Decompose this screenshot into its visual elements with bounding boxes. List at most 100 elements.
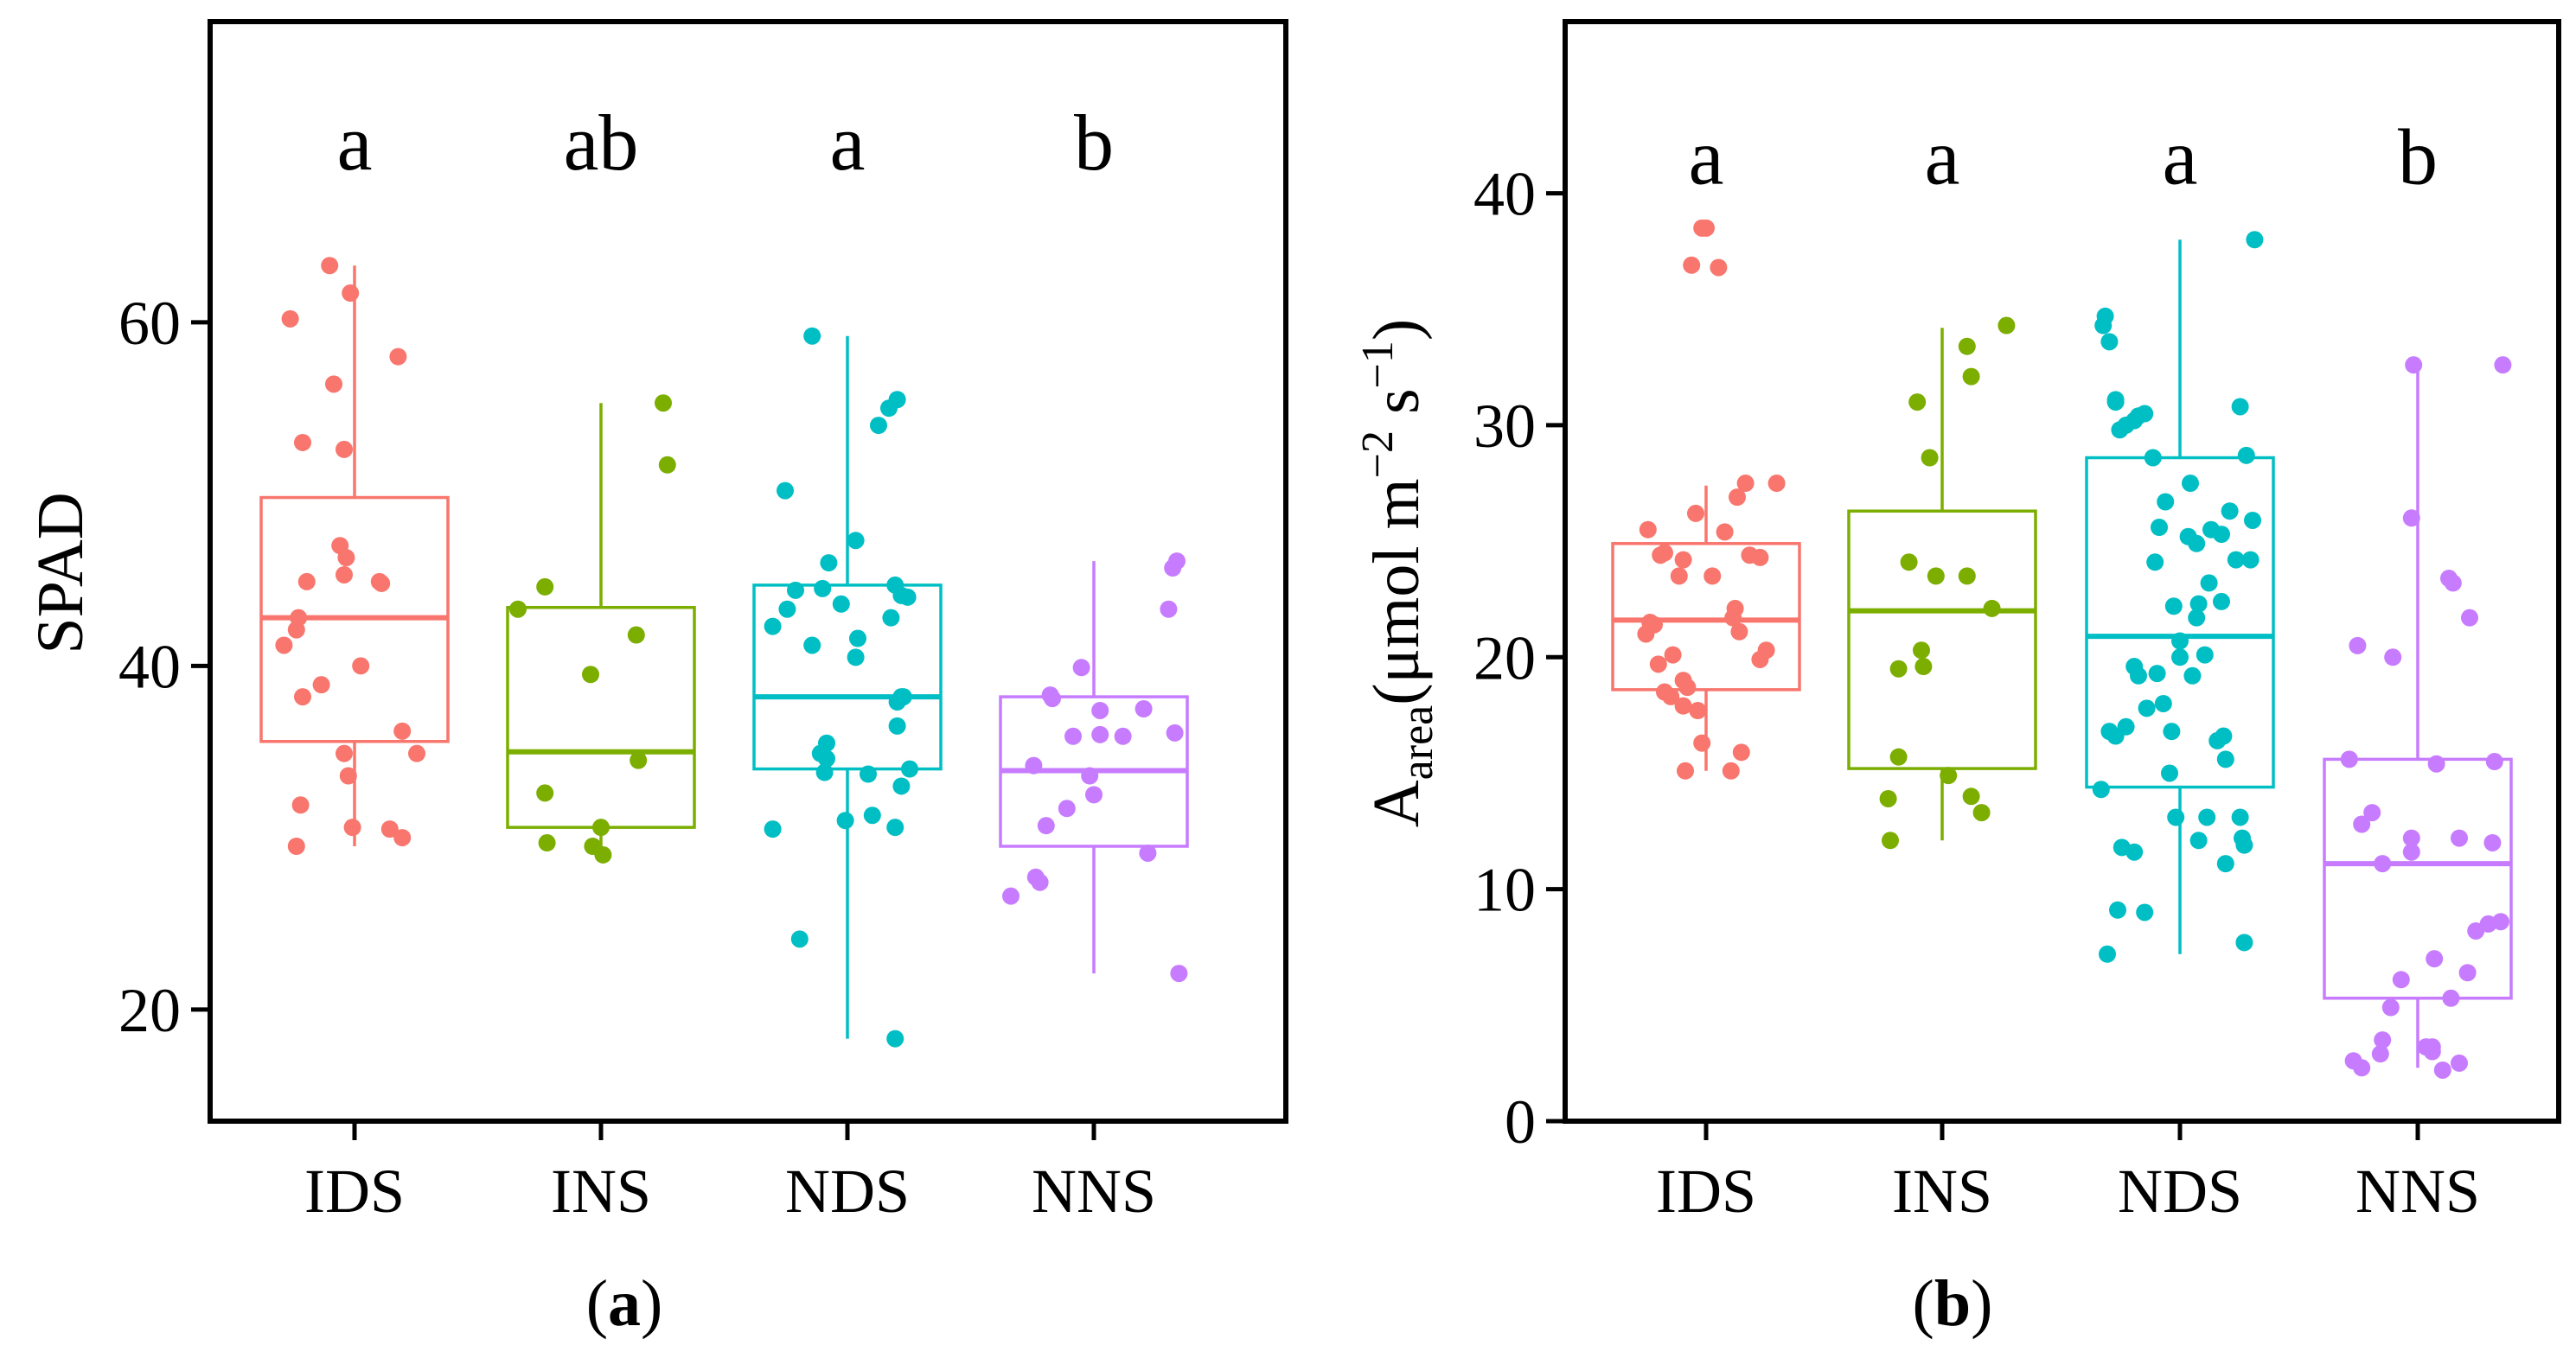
data-point [1639, 520, 1657, 539]
significance-letter: a [830, 99, 866, 187]
data-point [538, 834, 556, 852]
data-point [290, 609, 308, 627]
data-point [2402, 509, 2420, 527]
data-point [803, 327, 821, 345]
data-point [294, 433, 311, 451]
data-point [790, 930, 809, 948]
data-point [291, 796, 310, 814]
data-point [2130, 666, 2147, 685]
data-point [1693, 734, 1711, 752]
data-point [2442, 989, 2460, 1007]
data-point [820, 554, 838, 572]
data-point [1697, 219, 1715, 237]
significance-letter: a [337, 99, 373, 187]
points-ins [1879, 316, 2016, 850]
data-point [1649, 655, 1667, 673]
y-tick-label: 60 [118, 289, 181, 358]
y-tick-label: 0 [1505, 1087, 1536, 1157]
data-point [901, 760, 918, 778]
iqr-box [2323, 757, 2513, 1000]
data-point [408, 744, 425, 762]
data-point [787, 581, 804, 599]
data-point [2241, 551, 2260, 569]
data-point [888, 717, 906, 735]
significance-letter: a [1925, 113, 1960, 201]
data-point [658, 456, 676, 474]
data-point [2188, 609, 2206, 627]
data-point [1026, 868, 1045, 886]
data-point [2216, 750, 2234, 768]
data-point [2136, 405, 2154, 423]
plot-a-y-axis-title: SPAD [24, 492, 97, 653]
data-point [389, 347, 407, 366]
data-point [339, 767, 357, 785]
data-point [1958, 567, 1976, 585]
plot-b-y-axis: 0 10 20 30 40 [1473, 160, 1565, 1157]
plot-a-significance-letters: a ab a b [337, 99, 1114, 187]
data-point [2246, 231, 2264, 249]
x-tick-label-nns: NNS [2355, 1157, 2480, 1226]
data-point [1064, 727, 1082, 745]
data-point [2213, 526, 2230, 544]
data-point [2353, 815, 2371, 833]
data-point [2494, 356, 2512, 374]
data-point [2444, 574, 2462, 592]
data-point [1091, 725, 1109, 743]
data-point [627, 626, 645, 644]
data-point [1767, 475, 1786, 493]
data-point [1072, 659, 1090, 677]
data-point [1958, 337, 1976, 355]
data-point [1689, 702, 1707, 720]
data-point [764, 820, 782, 838]
data-point [294, 688, 311, 706]
data-point [836, 812, 854, 830]
data-point [2189, 832, 2208, 850]
data-point [1025, 756, 1043, 775]
data-point [342, 284, 360, 303]
data-point [2117, 416, 2135, 434]
points-nds [2092, 231, 2264, 963]
iqr-box [1611, 542, 1801, 692]
data-point [297, 572, 316, 590]
data-point [1139, 844, 1157, 862]
data-point [847, 648, 865, 666]
data-point [1962, 787, 1980, 806]
data-point [2244, 511, 2261, 529]
data-point [2213, 592, 2230, 610]
data-point [2154, 694, 2172, 712]
iqr-box [2085, 456, 2275, 789]
data-point [814, 579, 832, 597]
data-point [2144, 449, 2162, 467]
data-point [1983, 599, 2001, 617]
data-point [1736, 475, 1755, 493]
data-point [2231, 398, 2249, 416]
data-point [1674, 672, 1692, 690]
data-point [1662, 687, 1680, 705]
data-point [2146, 553, 2164, 571]
data-point [892, 688, 911, 706]
caption-open-paren: ( [1913, 1267, 1934, 1340]
x-tick-label-ins: INS [1892, 1157, 1992, 1226]
data-point [1683, 256, 1701, 274]
box-nns [2323, 365, 2513, 1068]
data-point [630, 751, 648, 769]
ylabel-exponent-2: −1 [1353, 341, 1403, 388]
data-point [370, 572, 388, 590]
ylabel-exponent-1: −2 [1353, 430, 1403, 478]
data-point [1730, 622, 1748, 641]
data-point [2196, 646, 2214, 664]
data-point [1081, 767, 1099, 785]
data-point [2200, 574, 2218, 592]
data-point [870, 417, 887, 435]
data-point [2227, 551, 2245, 569]
data-point [1646, 615, 1663, 634]
data-point [1058, 800, 1076, 818]
data-point [2171, 632, 2189, 650]
data-point [860, 765, 877, 783]
data-point [2461, 609, 2478, 627]
data-point [1879, 789, 1897, 807]
data-point [2485, 753, 2503, 771]
data-point [281, 309, 299, 328]
